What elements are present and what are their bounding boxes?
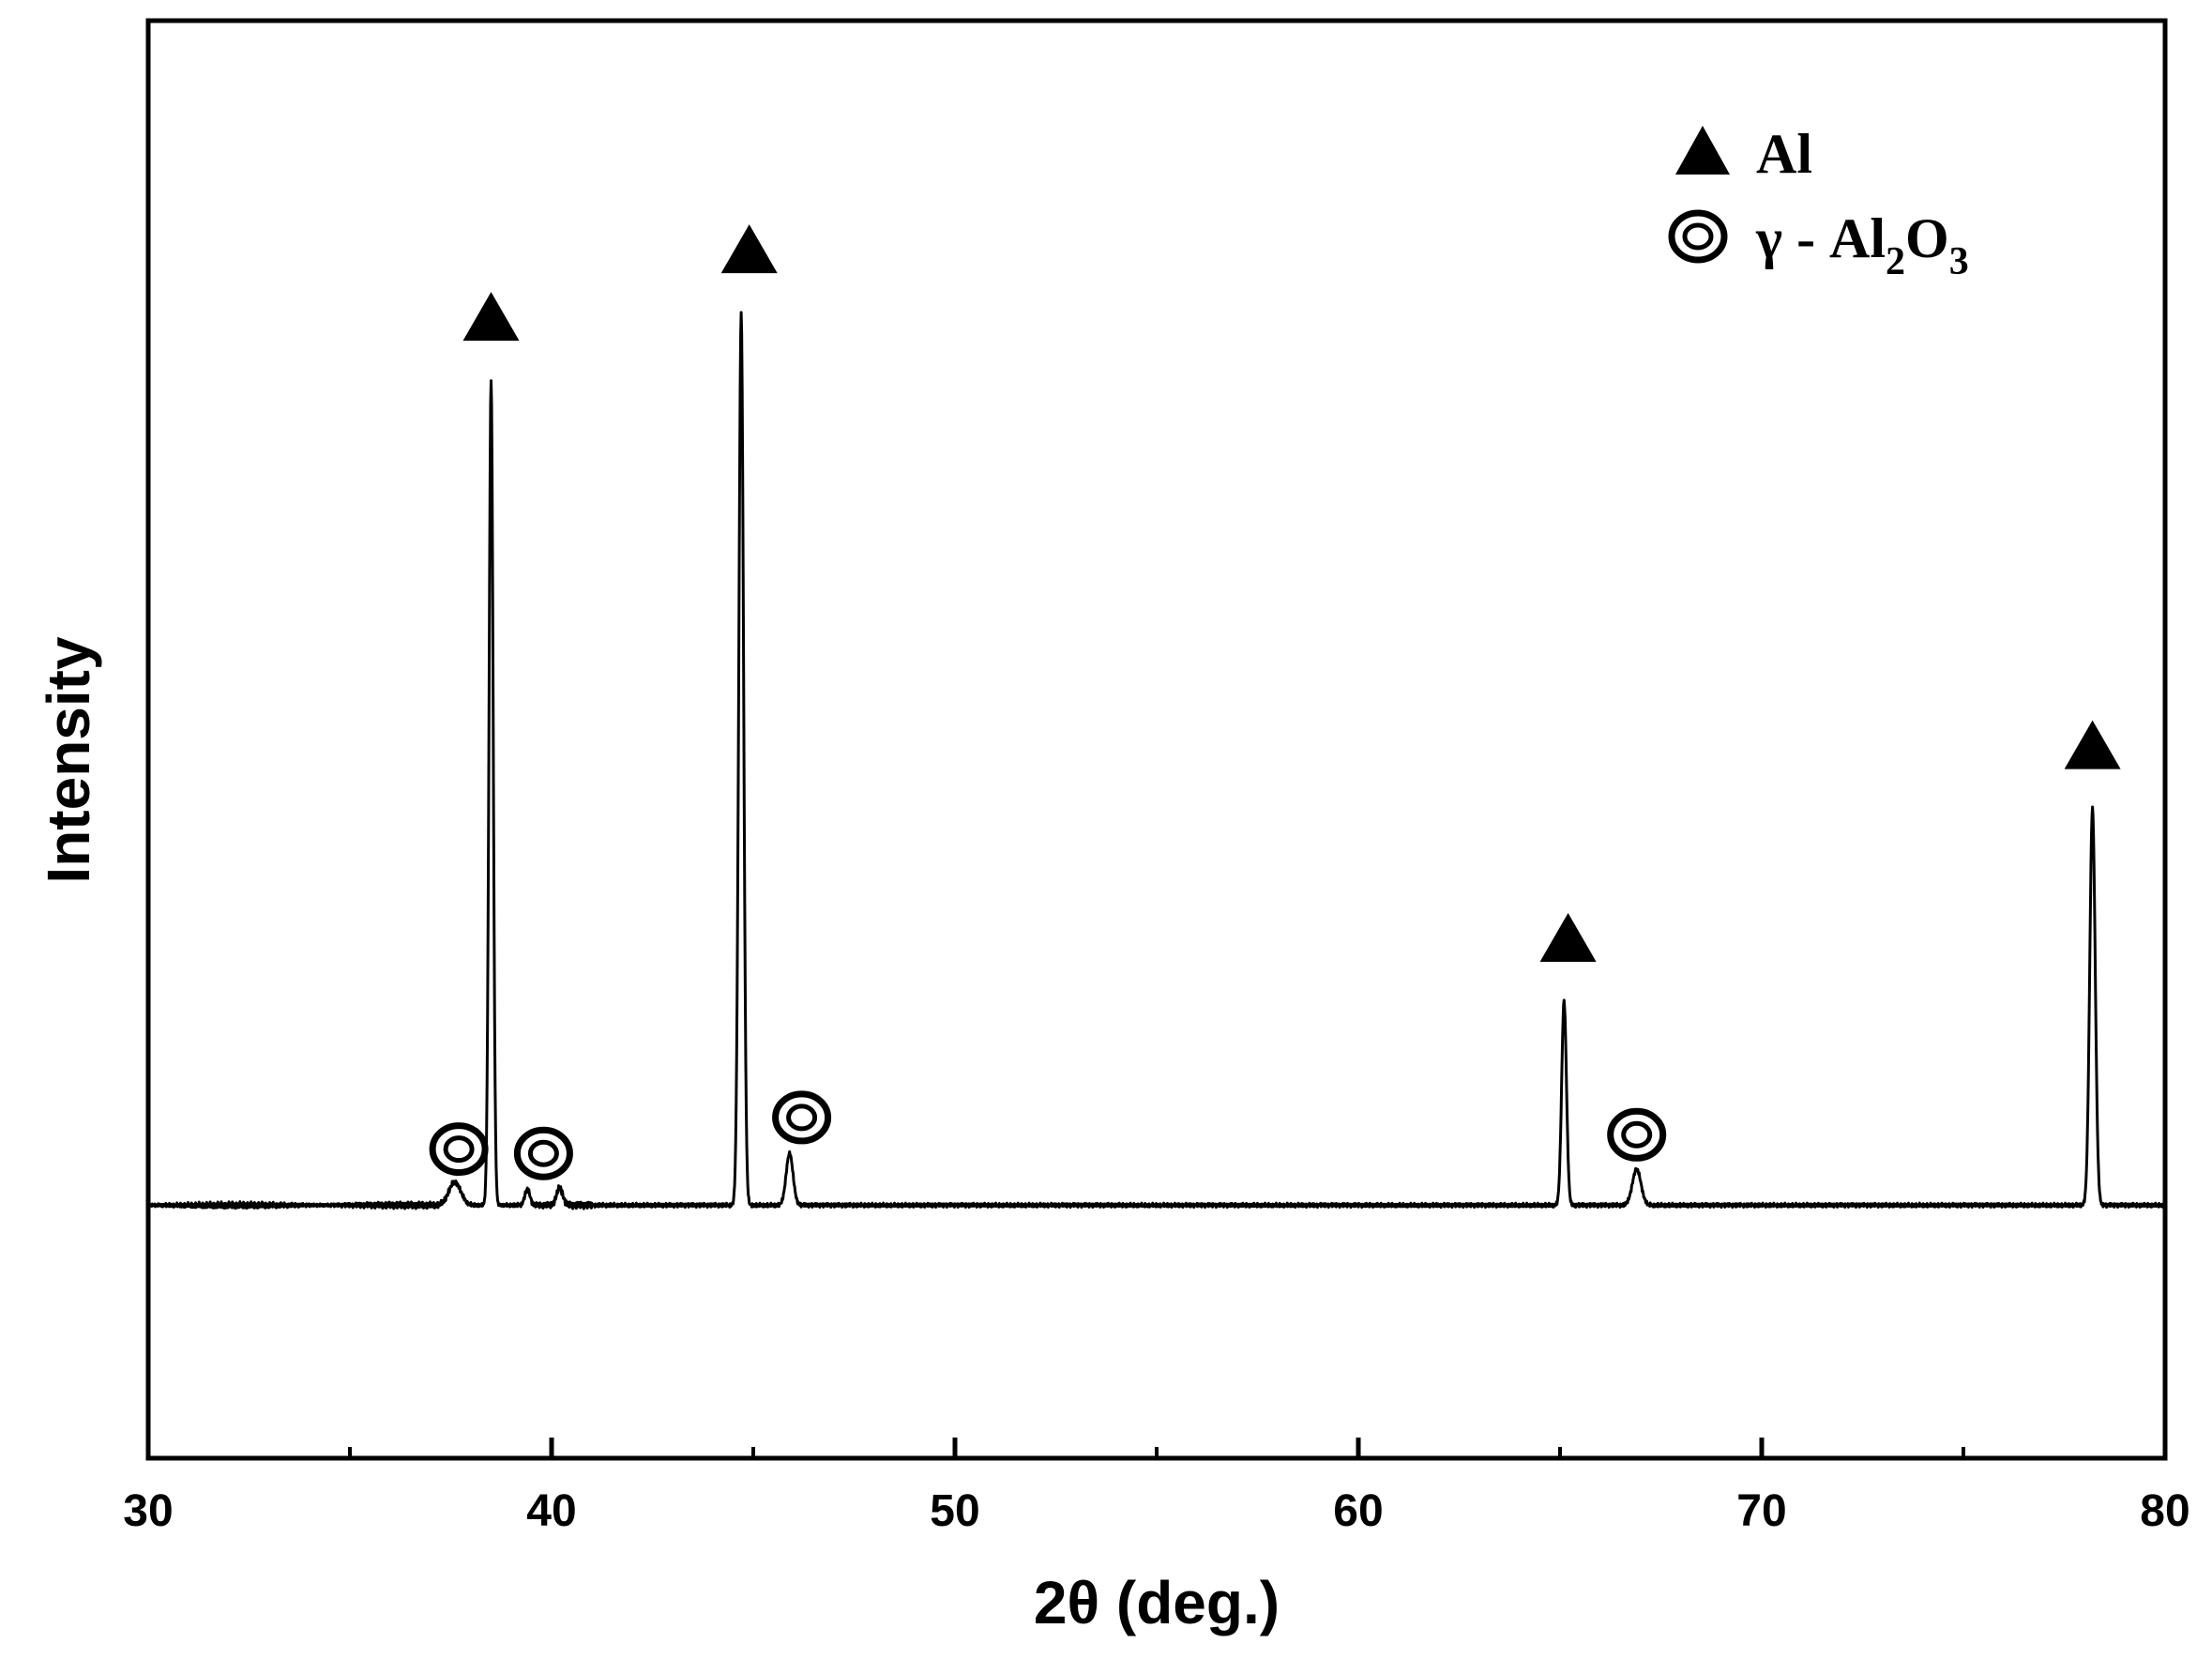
al-peak-triangle-icon bbox=[1539, 912, 1597, 962]
legend-label-gamma-alumina: γ - Al2O3 bbox=[1755, 207, 1969, 283]
x-tick-label: 80 bbox=[2140, 1486, 2189, 1536]
xrd-trace-line bbox=[146, 311, 2167, 1210]
legend: Al γ - Al2O3 bbox=[1668, 123, 1969, 283]
legend-label-al: Al bbox=[1756, 123, 1812, 185]
y-axis-title: Intensity bbox=[35, 636, 102, 884]
alumina-peak-circle-icon bbox=[513, 1126, 573, 1180]
x-axis-ticks: 30 40 50 60 70 80 bbox=[123, 1438, 2190, 1536]
legend-double-circle-icon bbox=[1668, 209, 1728, 264]
al-peak-triangle-icon bbox=[720, 224, 778, 274]
legend-label-mid: O bbox=[1905, 207, 1949, 269]
legend-triangle-icon bbox=[1675, 126, 1730, 175]
x-tick-label: 70 bbox=[1736, 1486, 1786, 1536]
al-peak-triangle-icon bbox=[462, 292, 520, 342]
legend-label-sub2: 3 bbox=[1949, 240, 1969, 283]
x-tick-label: 30 bbox=[123, 1486, 173, 1536]
annotation-layer bbox=[429, 224, 2121, 1180]
al-peak-triangle-icon bbox=[2064, 720, 2121, 769]
x-tick-label: 60 bbox=[1333, 1486, 1383, 1536]
alumina-peak-circle-icon bbox=[429, 1122, 489, 1177]
x-tick-label: 40 bbox=[526, 1486, 576, 1536]
alumina-peak-circle-icon bbox=[1607, 1107, 1667, 1162]
alumina-peak-circle-icon bbox=[772, 1090, 832, 1145]
trace-layer bbox=[146, 311, 2167, 1210]
legend-label-main: γ - Al bbox=[1755, 207, 1886, 269]
x-tick-label: 50 bbox=[930, 1486, 979, 1536]
legend-label-sub1: 2 bbox=[1886, 240, 1905, 283]
x-axis-title: 2θ (deg.) bbox=[1034, 1569, 1280, 1636]
